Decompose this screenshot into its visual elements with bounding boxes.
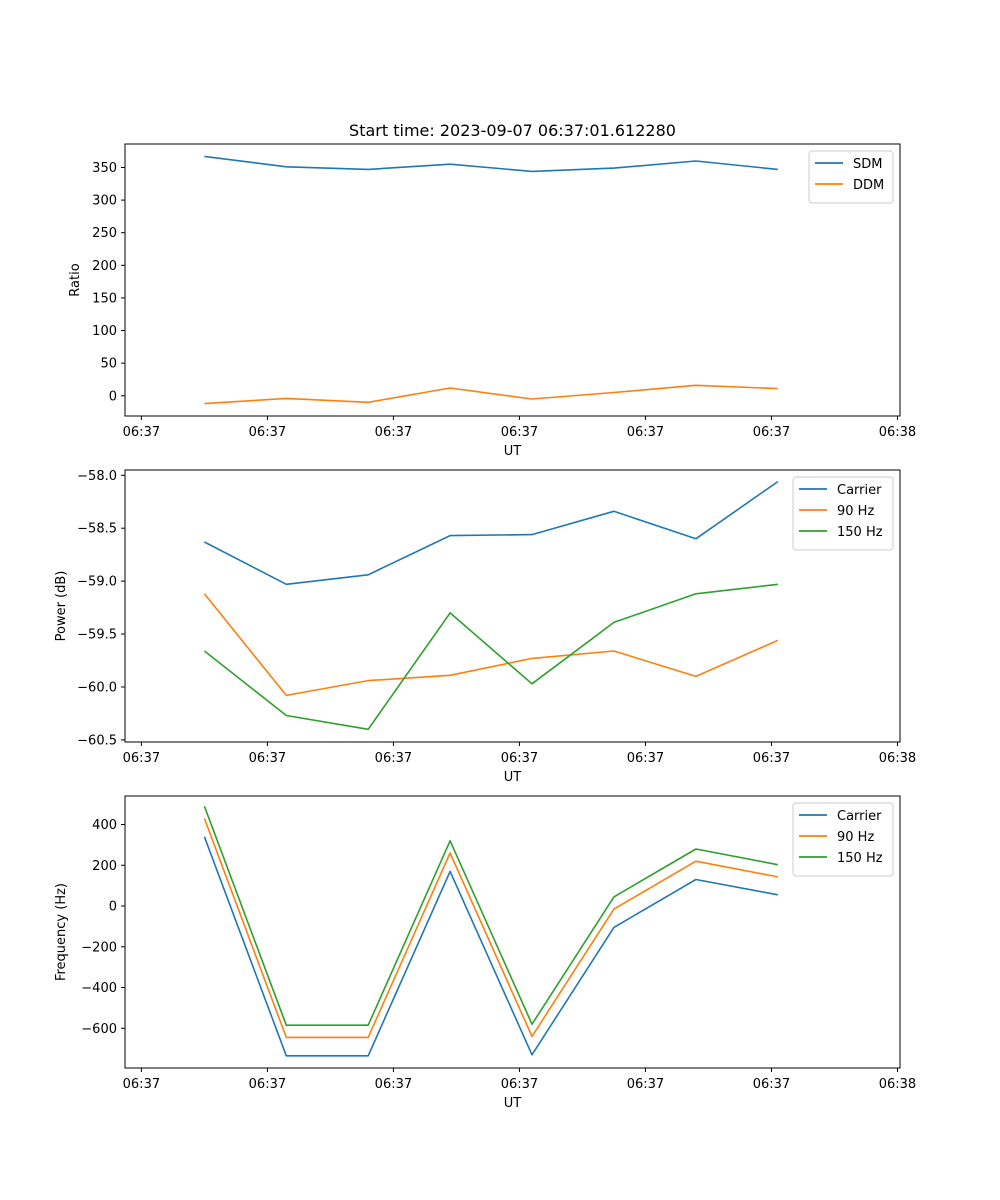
y-tick-label: −400	[81, 981, 117, 996]
legend-frame	[808, 150, 894, 204]
x-tick-label: 06:38	[879, 425, 916, 440]
x-tick-label: 06:38	[879, 1077, 916, 1092]
legend: Carrier 90 Hz 150 Hz	[792, 476, 894, 551]
y-tick-label: −60.0	[77, 680, 117, 695]
y-axis-label: Power (dB)	[54, 571, 69, 642]
legend-label-carrier: Carrier	[837, 809, 882, 824]
x-tick-label: 06:37	[249, 425, 286, 440]
legend-label-150-hz: 150 Hz	[837, 525, 883, 540]
x-tick-label: 06:37	[753, 1077, 790, 1092]
legend-label-150-hz: 150 Hz	[837, 851, 883, 866]
y-tick-label: 100	[92, 324, 117, 339]
y-axis-label: Frequency (Hz)	[54, 883, 69, 981]
legend: SDM DDM	[808, 150, 894, 204]
x-tick-label: 06:37	[123, 1077, 160, 1092]
series-line-ddm	[204, 384, 778, 405]
y-tick-label: −58.5	[77, 522, 117, 537]
x-tick-label: 06:37	[375, 1077, 412, 1092]
legend: Carrier 90 Hz 150 Hz	[792, 802, 894, 877]
x-tick-label: 06:38	[879, 751, 916, 766]
y-tick-label: −200	[81, 940, 117, 955]
series-line-90-hz	[203, 818, 778, 1039]
chart-title: Start time: 2023-09-07 06:37:01.612280	[349, 121, 676, 140]
y-tick-label: −600	[81, 1022, 117, 1037]
power-panel: 06:37 06:37 06:37 06:37 06:37 06:37 06:38 −60.5…	[54, 469, 916, 785]
series-line-150-hz	[203, 583, 778, 731]
plot-frame	[124, 469, 901, 743]
x-tick-label: 06:37	[501, 751, 538, 766]
y-tick-label: 200	[92, 859, 117, 874]
series-line-150-hz	[203, 805, 778, 1026]
y-tick-label: 200	[92, 259, 117, 274]
series-line-90-hz	[203, 593, 779, 697]
legend-label-ddm: DDM	[853, 178, 884, 193]
x-tick-label: 06:37	[249, 1077, 286, 1092]
legend-label-sdm: SDM	[853, 157, 882, 172]
legend-label-90-hz: 90 Hz	[837, 830, 874, 845]
x-tick-label: 06:37	[375, 751, 412, 766]
y-tick-label: 150	[92, 291, 117, 306]
x-tick-label: 06:37	[501, 425, 538, 440]
x-axis-label: UT	[504, 1096, 522, 1111]
frequency-panel: 06:37 06:37 06:37 06:37 06:37 06:37 06:38 −600 −…	[54, 795, 916, 1111]
x-tick-label: 06:37	[753, 751, 790, 766]
x-tick-label: 06:37	[753, 425, 790, 440]
legend-label-carrier: Carrier	[837, 483, 882, 498]
x-tick-label: 06:37	[249, 751, 286, 766]
y-tick-label: −60.5	[77, 733, 117, 748]
x-tick-label: 06:37	[501, 1077, 538, 1092]
legend-label-90-hz: 90 Hz	[837, 504, 874, 519]
x-tick-label: 06:37	[627, 751, 664, 766]
y-tick-label: −59.0	[77, 575, 117, 590]
series-line-sdm	[204, 155, 778, 173]
x-tick-label: 06:37	[627, 1077, 664, 1092]
series-line-carrier	[203, 836, 778, 1057]
y-tick-label: −59.5	[77, 628, 117, 643]
y-tick-label: 350	[92, 161, 117, 176]
plot-frame	[124, 795, 901, 1069]
y-tick-label: 0	[109, 389, 117, 404]
x-tick-label: 06:37	[123, 751, 160, 766]
x-axis-label: UT	[504, 444, 522, 459]
series-line-carrier	[204, 480, 779, 586]
y-tick-label: 300	[92, 194, 117, 209]
y-tick-label: 250	[92, 226, 117, 241]
x-tick-label: 06:37	[123, 425, 160, 440]
y-tick-label: −58.0	[77, 469, 117, 484]
x-axis-label: UT	[504, 770, 522, 785]
y-tick-label: 400	[92, 818, 117, 833]
plot-frame	[124, 143, 901, 417]
y-tick-label: 50	[100, 357, 117, 372]
x-tick-label: 06:37	[375, 425, 412, 440]
y-tick-label: 0	[109, 900, 117, 915]
x-tick-label: 06:37	[627, 425, 664, 440]
y-axis-label: Ratio	[68, 263, 83, 296]
ratio-panel: Start time: 2023-09-07 06:37:01.612280 06…	[68, 121, 916, 459]
